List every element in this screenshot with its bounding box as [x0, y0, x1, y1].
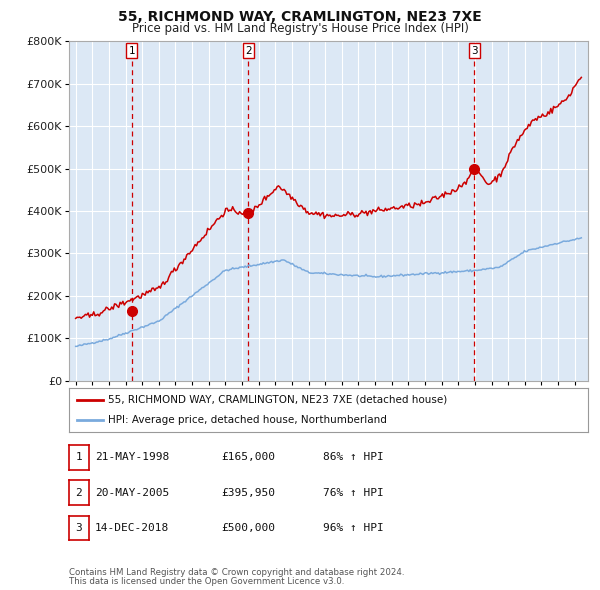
Text: 3: 3 — [471, 45, 478, 55]
Text: 55, RICHMOND WAY, CRAMLINGTON, NE23 7XE: 55, RICHMOND WAY, CRAMLINGTON, NE23 7XE — [118, 10, 482, 24]
Text: 20-MAY-2005: 20-MAY-2005 — [95, 488, 169, 497]
Text: 3: 3 — [76, 523, 82, 533]
Text: 1: 1 — [76, 453, 82, 462]
Text: 86% ↑ HPI: 86% ↑ HPI — [323, 453, 383, 462]
Text: 2: 2 — [76, 488, 82, 497]
Text: Price paid vs. HM Land Registry's House Price Index (HPI): Price paid vs. HM Land Registry's House … — [131, 22, 469, 35]
Text: 14-DEC-2018: 14-DEC-2018 — [95, 523, 169, 533]
Text: HPI: Average price, detached house, Northumberland: HPI: Average price, detached house, Nort… — [108, 415, 387, 425]
Text: £500,000: £500,000 — [221, 523, 275, 533]
Text: £165,000: £165,000 — [221, 453, 275, 462]
Text: 55, RICHMOND WAY, CRAMLINGTON, NE23 7XE (detached house): 55, RICHMOND WAY, CRAMLINGTON, NE23 7XE … — [108, 395, 447, 405]
Text: This data is licensed under the Open Government Licence v3.0.: This data is licensed under the Open Gov… — [69, 578, 344, 586]
Text: 2: 2 — [245, 45, 251, 55]
Text: £395,950: £395,950 — [221, 488, 275, 497]
Text: 1: 1 — [128, 45, 135, 55]
Text: 21-MAY-1998: 21-MAY-1998 — [95, 453, 169, 462]
Text: Contains HM Land Registry data © Crown copyright and database right 2024.: Contains HM Land Registry data © Crown c… — [69, 568, 404, 577]
Text: 96% ↑ HPI: 96% ↑ HPI — [323, 523, 383, 533]
Text: 76% ↑ HPI: 76% ↑ HPI — [323, 488, 383, 497]
